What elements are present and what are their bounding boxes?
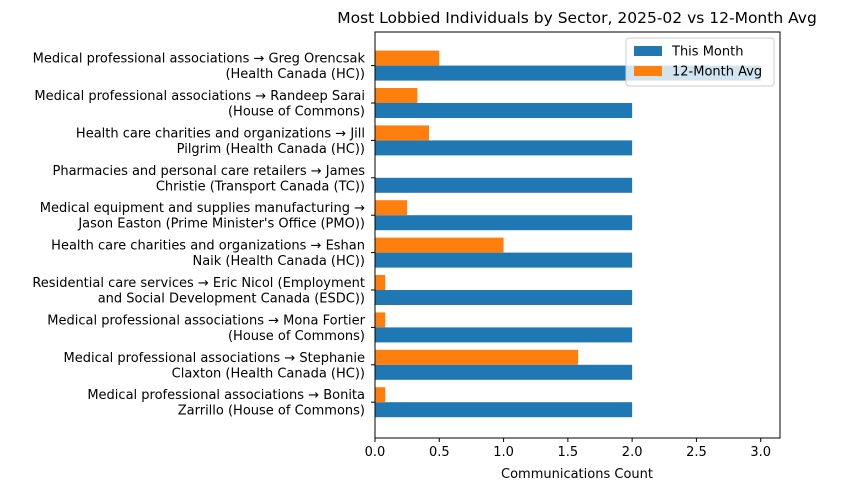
bar-12-month-avg [375, 387, 386, 403]
category-label-line: Claxton (Health Canada (HC)) [172, 366, 365, 381]
category-label-line: Health care charities and organizations … [76, 126, 365, 141]
category-label-line: Christie (Transport Canada (TC)) [156, 179, 365, 194]
x-tick-label: 2.5 [686, 445, 707, 460]
category-label-line: Naik (Health Canada (HC)) [192, 254, 365, 269]
legend-label: This Month [671, 45, 743, 60]
bar-this-month [375, 252, 633, 268]
bar-12-month-avg [375, 50, 440, 66]
category-label: Pharmacies and personal care retailers →… [53, 164, 366, 195]
x-tick-label: 0.5 [429, 445, 450, 460]
x-tick-label: 0.0 [365, 445, 386, 460]
bar-12-month-avg [375, 275, 386, 290]
category-label-line: Residential care services → Eric Nicol (… [32, 276, 365, 291]
category-label-line: Medical professional associations → Step… [63, 351, 365, 366]
category-label-line: (Health Canada (HC)) [225, 67, 365, 82]
x-tick-label: 1.0 [493, 445, 514, 460]
plot-area: 0.0 0.5 1.0 1.5 2.0 2.5 3.0 Medical professiona… [32, 31, 781, 460]
category-label-line: Health care charities and organizations … [51, 239, 365, 254]
category-label: Medical professional associations → Step… [63, 351, 365, 382]
bar-this-month [375, 364, 633, 380]
bar-12-month-avg [375, 125, 429, 141]
bar-12-month-avg [375, 200, 408, 216]
category-label: Medical professional associations → Rand… [34, 89, 365, 120]
x-tick-label: 2.0 [622, 445, 643, 460]
bar-12-month-avg [375, 88, 418, 103]
legend-box [625, 37, 775, 87]
x-tick-label: 1.5 [558, 445, 579, 460]
plot-frame [374, 31, 781, 439]
category-label-line: Medical professional associations → Greg… [33, 52, 366, 67]
category-label-line: (House of Commons) [228, 105, 365, 120]
bar-this-month [375, 290, 633, 305]
x-tick-label: 3.0 [750, 445, 771, 460]
category-label-line: (House of Commons) [228, 329, 365, 344]
legend-swatch [634, 46, 662, 56]
bar-this-month [375, 402, 633, 418]
bar-this-month [375, 177, 633, 193]
bar-this-month [375, 140, 633, 156]
category-label: Residential care services → Eric Nicol (… [32, 276, 365, 307]
legend-label: 12-Month Avg [672, 65, 762, 80]
category-label-line: Medical professional associations → Mona… [47, 313, 365, 328]
category-label-line: Medical professional associations → Rand… [34, 89, 365, 104]
category-label: Medical equipment and supplies manufactu… [40, 201, 365, 232]
category-label: Medical professional associations → Boni… [87, 388, 365, 419]
bar-12-month-avg [375, 237, 504, 253]
category-label: Health care charities and organizations … [76, 126, 365, 157]
category-label-line: Medical professional associations → Boni… [87, 388, 365, 403]
category-label: Medical professional associations → Mona… [47, 313, 365, 344]
category-label-line: Zarrillo (House of Commons) [178, 404, 365, 419]
category-label-line: and Social Development Canada (ESDC)) [98, 292, 365, 307]
legend-swatch [634, 66, 662, 76]
bar-12-month-avg [375, 312, 386, 328]
x-axis-title: Communications Count [501, 467, 653, 482]
category-label-line: Medical equipment and supplies manufactu… [40, 201, 365, 216]
bar-12-month-avg [375, 349, 579, 365]
category-label: Health care charities and organizations … [51, 239, 365, 270]
category-label-line: Pharmacies and personal care retailers →… [53, 164, 366, 179]
category-label: Medical professional associations → Greg… [33, 52, 366, 83]
chart-title: Most Lobbied Individuals by Sector, 2025… [337, 9, 817, 27]
bar-this-month [375, 215, 633, 231]
category-label-line: Jason Easton (Prime Minister's Office (P… [77, 217, 365, 232]
category-label-line: Pilgrim (Health Canada (HC)) [177, 142, 365, 157]
bar-this-month [375, 327, 633, 343]
bar-this-month [375, 103, 633, 118]
